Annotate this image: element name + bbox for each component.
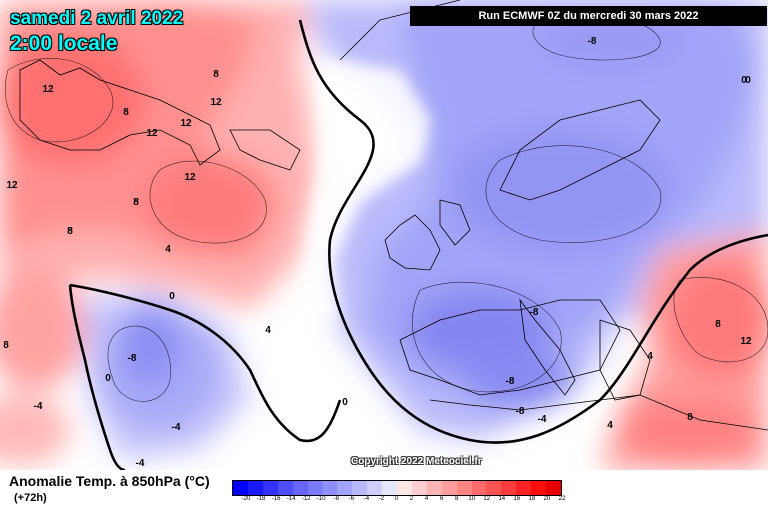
contour-label: 0 (342, 397, 348, 408)
scale-swatch (486, 481, 502, 495)
contour-label: 12 (184, 172, 196, 183)
contour-label: -8 (588, 36, 597, 47)
scale-tick-label: 16 (513, 496, 521, 502)
scale-swatch (337, 481, 353, 495)
contour-label: 8 (133, 197, 139, 208)
scale-swatch (396, 481, 412, 495)
legend-footer: Anomalie Temp. à 850hPa (°C) (+72h) -20-… (0, 470, 768, 512)
contour-label: -8 (530, 307, 539, 318)
legend-title: Anomalie Temp. à 850hPa (°C) (9, 473, 210, 489)
contour-label: 8 (715, 319, 721, 330)
scale-swatch (367, 481, 383, 495)
scale-swatch (247, 481, 263, 495)
contour-label: 8 (67, 226, 73, 237)
contour-label: -4 (172, 422, 181, 433)
scale-tick-label: 0 (394, 496, 399, 502)
scale-swatch (516, 481, 532, 495)
scale-swatch (307, 481, 323, 495)
scale-tick-label: -18 (256, 496, 266, 502)
contour-label: 12 (42, 84, 54, 95)
scale-swatch (382, 481, 397, 495)
scale-swatch (441, 481, 457, 495)
contour-label: -8 (516, 406, 525, 417)
legend-subtitle: (+72h) (14, 492, 47, 504)
contour-labels: -8 0 12 8 8 12 12 12 12 8 8 12 8 8 4 8 0 -8 -4 -4 4 0 -4 -8 -8 -8… (3, 36, 752, 469)
scale-tick-label: 4 (424, 496, 429, 502)
scale-swatch (233, 481, 248, 495)
contour-label: 0 (169, 291, 175, 302)
contour-label: 12 (6, 180, 18, 191)
contour-label: 4 (647, 351, 653, 362)
contour-label: 8 (67, 226, 73, 237)
scale-swatch (456, 481, 472, 495)
contour-label: 8 (213, 69, 219, 80)
contour-label: -4 (136, 458, 145, 469)
contour-label: -4 (538, 414, 547, 425)
scale-tick-label: 8 (454, 496, 459, 502)
scale-swatch (411, 481, 427, 495)
contour-label: -4 (34, 401, 43, 412)
scale-swatch (501, 481, 517, 495)
scale-tick-label: -16 (271, 496, 281, 502)
scale-tick-label: -8 (333, 496, 339, 502)
scale-swatch (322, 481, 338, 495)
contour-label: 8 (687, 412, 693, 423)
contour-label: -8 (128, 353, 137, 364)
contour-label: 12 (180, 118, 192, 129)
contour-label: 0 (745, 75, 751, 86)
scale-tick-label: 10 (468, 496, 476, 502)
scale-tick-label: -20 (241, 496, 251, 502)
contour-label: 12 (146, 128, 158, 139)
scale-swatch (546, 481, 561, 495)
copyright-notice: Copyright 2022 Meteociel.fr (351, 456, 482, 467)
forecast-time: 2:00 locale (10, 32, 118, 55)
scale-tick-label: -10 (316, 496, 326, 502)
contour-label: 8 (133, 197, 139, 208)
color-scale (232, 480, 562, 496)
contour-label: 12 (740, 336, 752, 347)
scale-tick-label: 2 (409, 496, 414, 502)
temperature-anomaly-map: -8 0 12 8 8 12 12 12 12 8 8 12 8 8 4 8 0 -8 -4 -4 4 0 -4 -8 -8 -8… (0, 0, 768, 470)
contour-label: 8 (3, 340, 9, 351)
contour-label: 8 (123, 107, 129, 118)
scale-swatch (277, 481, 293, 495)
contour-label: 0 (105, 373, 111, 384)
scale-swatch (426, 481, 442, 495)
color-scale-labels: -20 -18 -16 -14 -12 -10 -8 -6 -4 -2 0 2 4 6 8 10 12 14 16 1… (232, 496, 566, 506)
run-info-banner: Run ECMWF 0Z du mercredi 30 mars 2022 (410, 6, 767, 26)
scale-tick-label: -4 (363, 496, 370, 502)
forecast-date: samedi 2 avril 2022 (10, 8, 184, 29)
scale-tick-label: -6 (348, 496, 354, 502)
contour-label: 12 (210, 97, 222, 108)
scale-tick-label: -2 (378, 496, 385, 502)
scale-tick-label: 6 (439, 496, 444, 502)
scale-swatch (531, 481, 547, 495)
scale-swatch (292, 481, 308, 495)
scale-tick-label: -14 (286, 496, 296, 502)
contour-label: -8 (506, 376, 515, 387)
scale-swatch (471, 481, 487, 495)
contour-label: 4 (607, 420, 613, 431)
scale-tick-label: 20 (543, 496, 551, 502)
contour-label: 0 (741, 75, 747, 86)
scale-swatch (352, 481, 368, 495)
contour-label: 4 (165, 244, 171, 255)
contour-label: 4 (265, 325, 271, 336)
scale-swatch (262, 481, 278, 495)
scale-tick-label: 12 (483, 496, 491, 502)
scale-tick-label: 14 (498, 496, 506, 502)
scale-tick-label: 18 (528, 496, 536, 502)
scale-tick-label: 22 (558, 496, 566, 502)
scale-tick-label: -12 (301, 496, 311, 502)
